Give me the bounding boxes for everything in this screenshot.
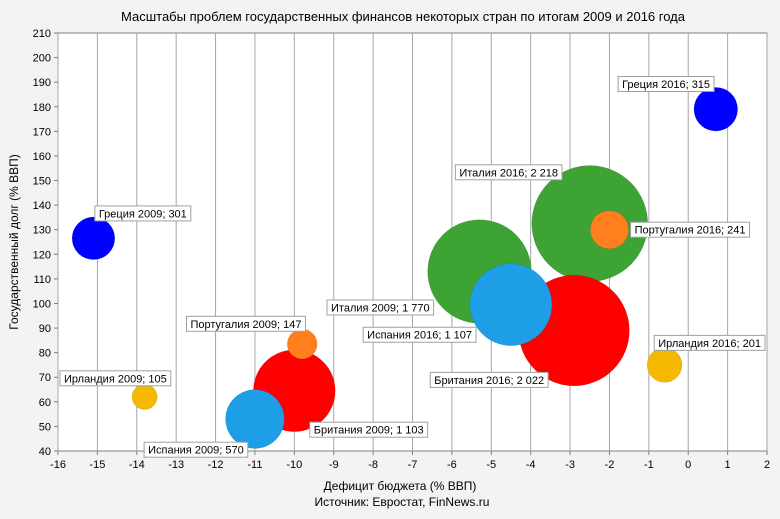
y-tick-label: 170 [33, 126, 51, 138]
label-text: Греция 2016; 315 [622, 79, 710, 91]
bubble-Испания 2009 [225, 389, 285, 449]
x-tick-label: -13 [168, 459, 184, 471]
x-tick-label: -16 [50, 459, 66, 471]
label-text: Италия 2009; 1 770 [331, 303, 430, 315]
x-tick-label: -8 [368, 459, 378, 471]
bubble-Испания 2016 [469, 263, 553, 346]
x-tick-label: -4 [526, 459, 536, 471]
x-tick-label: 0 [685, 459, 691, 471]
label-box [653, 334, 766, 351]
label-box [630, 221, 751, 238]
y-tick-label: 210 [33, 28, 51, 40]
x-axis-label: Дефицит бюджета (% ВВП) [324, 479, 477, 493]
label-text: Испания 2009; 570 [148, 445, 244, 457]
x-tick-label: -14 [129, 459, 145, 471]
y-axis-label: Государственный долг (% ВВП) [7, 154, 21, 329]
x-tick-label: -12 [208, 459, 224, 471]
x-tick-label: 2 [764, 459, 770, 471]
y-tick-label: 40 [39, 446, 51, 458]
x-tick-label: -1 [644, 459, 654, 471]
bubble-label-Испания 2016: Испания 2016; 1 107 [362, 326, 477, 343]
label-text: Португалия 2009; 147 [190, 319, 301, 331]
bubbles [71, 87, 738, 449]
y-axis-ticks: 40 50 60 70 80 90 100 110 120 130 140 150 160 170 180 1… [33, 28, 51, 458]
bubble-labels: Италия 2016; 2 218 Британия 2016; 2 022 Ит… [59, 75, 766, 458]
bubble-label-Греция 2016: Греция 2016; 315 [617, 75, 715, 92]
x-tick-label: 1 [725, 459, 731, 471]
y-tick-label: 150 [33, 176, 51, 188]
x-tick-label: -3 [565, 459, 575, 471]
y-tick-label: 70 [39, 372, 51, 384]
label-box [617, 75, 715, 92]
label-text: Испания 2016; 1 107 [367, 330, 472, 342]
y-tick-label: 140 [33, 200, 51, 212]
y-tick-label: 110 [33, 274, 51, 286]
label-text: Британия 2009; 1 103 [314, 425, 424, 437]
y-tick-label: 120 [33, 249, 51, 261]
label-box [59, 370, 172, 387]
y-tick-label: 160 [33, 151, 51, 163]
bubble-label-Ирландия 2016: Ирландия 2016; 201 [653, 334, 766, 351]
x-tick-label: -6 [447, 459, 457, 471]
x-tick-label: -11 [247, 459, 262, 471]
y-tick-label: 190 [33, 77, 51, 89]
bubble-Ирландия 2009 [131, 384, 158, 410]
y-tick-label: 50 [39, 421, 51, 433]
bubble-Португалия 2016 [590, 210, 629, 250]
bubble-label-Италия 2009: Италия 2009; 1 770 [326, 299, 435, 316]
label-box [429, 371, 549, 388]
label-text: Греция 2009; 301 [99, 208, 187, 220]
label-box [94, 205, 192, 222]
x-tick-label: -10 [286, 459, 302, 471]
y-tick-label: 130 [33, 225, 51, 237]
x-tick-label: -9 [329, 459, 339, 471]
label-box [362, 326, 477, 343]
label-text: Ирландия 2009; 105 [64, 373, 167, 385]
label-text: Италия 2016; 2 218 [459, 167, 558, 179]
y-tick-label: 200 [33, 53, 51, 65]
y-tick-label: 80 [39, 348, 51, 360]
bubble-Греция 2016 [693, 87, 738, 132]
chart-title: Масштабы проблем государственных финансо… [121, 9, 686, 24]
gridlines [54, 32, 768, 455]
bubble-label-Португалия 2016: Португалия 2016; 241 [630, 221, 751, 238]
y-tick-label: 100 [33, 298, 51, 310]
y-tick-label: 60 [39, 397, 51, 409]
label-box [185, 315, 306, 332]
source-note: Источник: Евростат, FinNews.ru [315, 495, 490, 509]
bubble-Греция 2009 [71, 216, 116, 260]
bubble-label-Греция 2009: Греция 2009; 301 [94, 205, 192, 222]
label-text: Ирландия 2016; 201 [658, 338, 761, 350]
label-box [309, 421, 429, 438]
label-text: Британия 2016; 2 022 [434, 375, 544, 387]
y-tick-label: 90 [39, 323, 51, 335]
bubble-label-Британия 2009: Британия 2009; 1 103 [309, 421, 429, 438]
bubble-label-Британия 2016: Британия 2016; 2 022 [429, 371, 549, 388]
label-box [326, 299, 435, 316]
label-text: Португалия 2016; 241 [635, 225, 746, 237]
label-box [143, 441, 249, 458]
x-tick-label: -2 [605, 459, 615, 471]
bubble-Португалия 2009 [287, 328, 318, 360]
y-tick-label: 180 [33, 102, 51, 114]
x-tick-label: -15 [89, 459, 105, 471]
bubble-label-Италия 2016: Италия 2016; 2 218 [454, 164, 563, 181]
bubble-label-Испания 2009: Испания 2009; 570 [143, 441, 249, 458]
bubble-label-Португалия 2009: Португалия 2009; 147 [185, 315, 306, 332]
x-axis-ticks: -16 -15 -14 -13 -12 -11 -10 -9 -8 -7 -6 -5 -4 -3 -2 -1 0… [50, 459, 770, 471]
bubble-Ирландия 2016 [646, 347, 683, 383]
x-tick-label: -7 [408, 459, 418, 471]
bubble-label-Ирландия 2009: Ирландия 2009; 105 [59, 370, 172, 387]
label-box [454, 164, 563, 181]
x-tick-label: -5 [486, 459, 496, 471]
